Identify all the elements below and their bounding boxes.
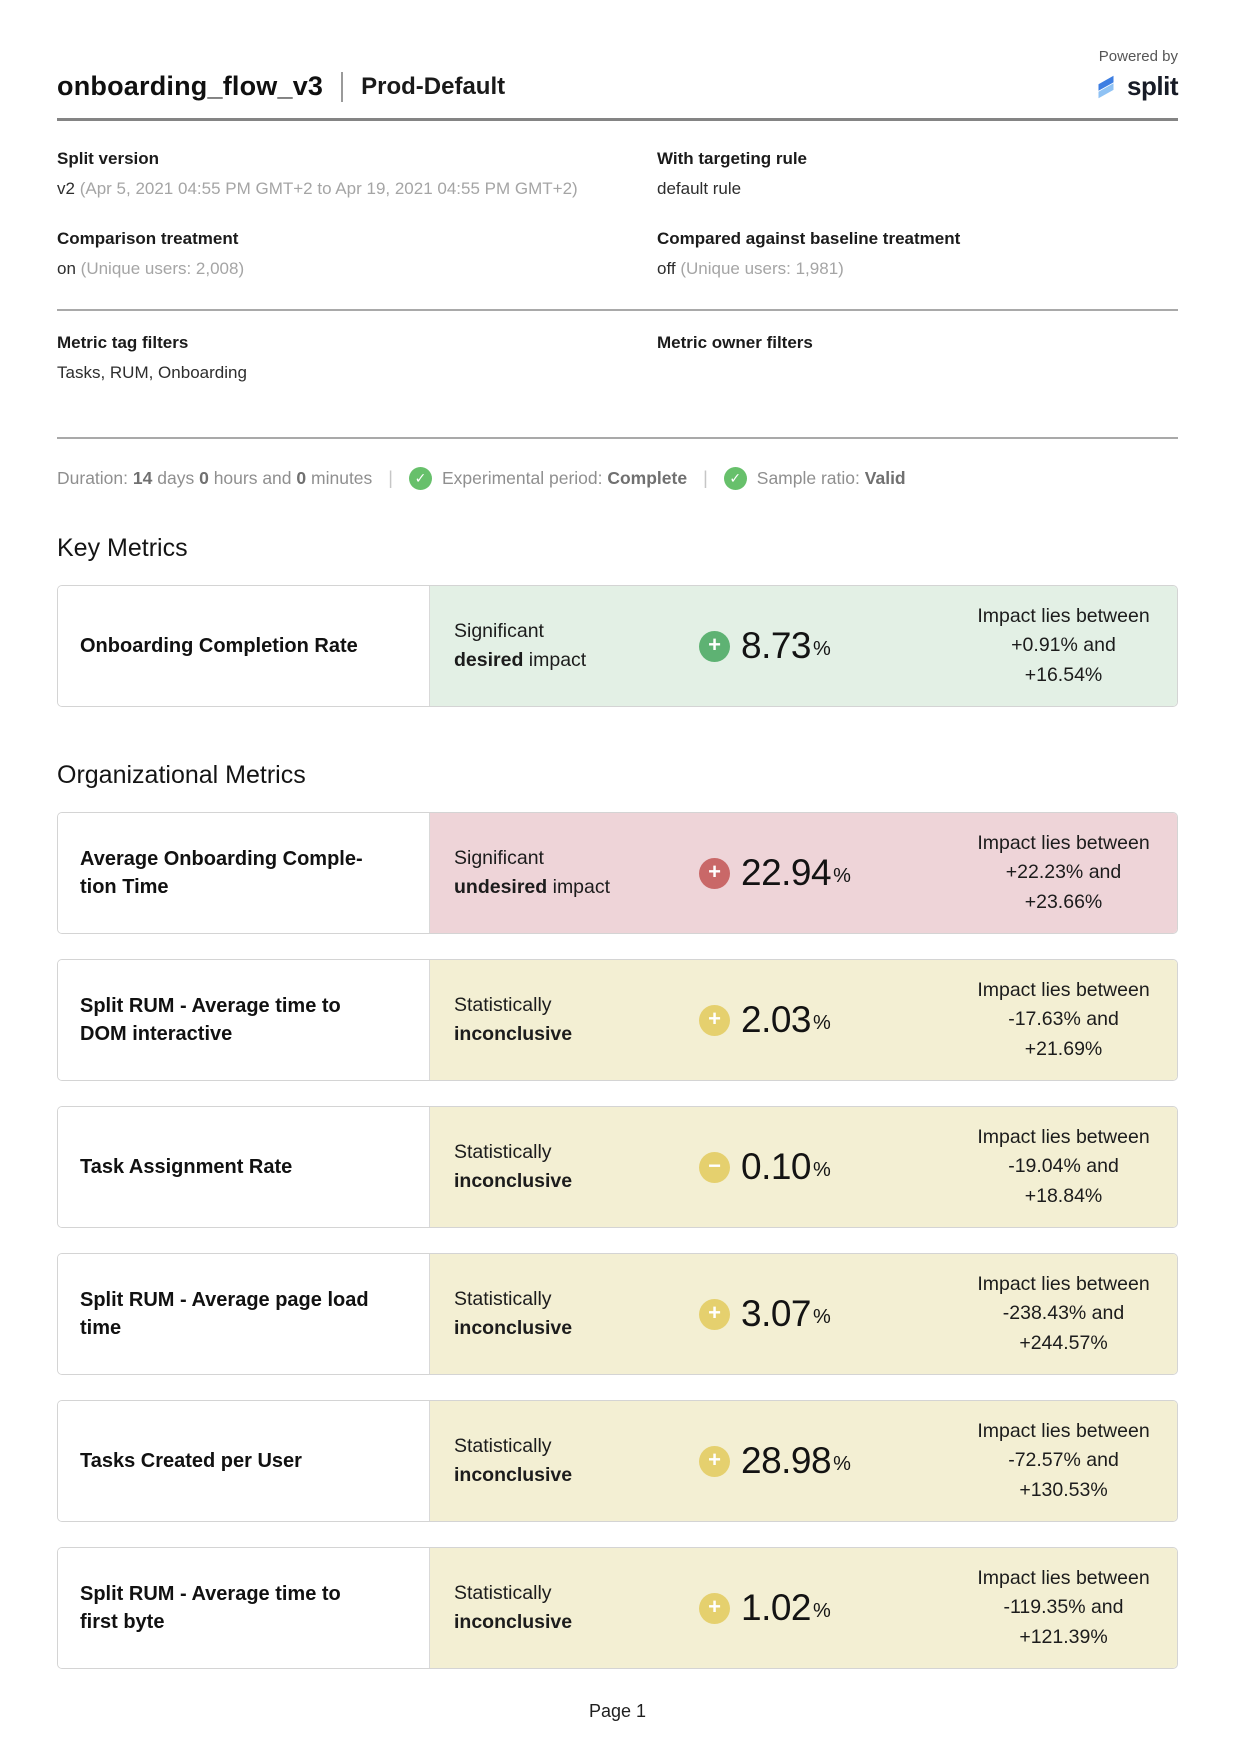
metric-impact-value: + 8.73 % (675, 625, 970, 667)
metric-result: Significant undesired impact + 22.94 % I… (430, 813, 1177, 933)
metric-significance: Statistically inconclusive (454, 1581, 573, 1633)
metric-confidence-interval: Impact lies between +0.91% and +16.54% (977, 605, 1150, 686)
metric-significance: Significant desired impact (454, 619, 587, 671)
metric-name: Onboarding Completion Rate (58, 586, 430, 706)
split-version-field: Split version v2 (Apr 5, 2021 04:55 PM G… (57, 149, 657, 199)
duration-text: Duration: 14 days 0 hours and 0 minutes (57, 468, 373, 488)
split-version-value: v2 (57, 179, 75, 198)
metric-confidence-interval: Impact lies between -119.35% and +121.39… (977, 1567, 1150, 1648)
header-divider (57, 118, 1178, 121)
metric-significance: Statistically inconclusive (454, 1140, 573, 1192)
metric-result: Statistically inconclusive − 0.10 % Impa… (430, 1107, 1177, 1227)
comparison-treatment-label: Comparison treatment (57, 229, 239, 248)
report-header: onboarding_flow_v3 Prod-Default split (57, 71, 1178, 102)
metric-name: Tasks Created per User (58, 1401, 430, 1521)
metric-name: Split RUM - Average time to first byte (58, 1548, 430, 1668)
baseline-treatment-value: off (657, 259, 676, 278)
metric-significance: Statistically inconclusive (454, 1287, 573, 1339)
metric-significance: Statistically inconclusive (454, 993, 573, 1045)
metric-name: Split RUM - Average page load time (58, 1254, 430, 1374)
metric-result: Statistically inconclusive + 2.03 % Impa… (430, 960, 1177, 1080)
title-divider (341, 71, 344, 102)
powered-by-label: Powered by (1098, 48, 1178, 65)
plus-circle-icon: + (699, 1004, 730, 1036)
metric-card-tasks-created-per-user: Tasks Created per User Statistically inc… (57, 1400, 1178, 1522)
split-version-dates: (Apr 5, 2021 04:55 PM GMT+2 to Apr 19, 2… (79, 179, 578, 198)
metric-card-onboarding-completion-rate: Onboarding Completion Rate Significant d… (57, 585, 1178, 707)
organizational-metrics-heading: Organizational Metrics (57, 761, 306, 789)
metric-owner-filters-field: Metric owner filters (657, 333, 1178, 383)
plus-circle-icon: + (699, 1592, 730, 1624)
metric-impact-value: − 0.10 % (675, 1146, 970, 1188)
targeting-rule-label: With targeting rule (657, 149, 808, 168)
split-title: onboarding_flow_v3 (57, 71, 324, 101)
minus-circle-icon: − (699, 1151, 730, 1183)
metric-confidence-interval: Impact lies between -19.04% and +18.84% (977, 1126, 1150, 1207)
metric-tag-filters-label: Metric tag filters (57, 333, 189, 352)
metric-confidence-interval: Impact lies between -72.57% and +130.53% (977, 1420, 1150, 1501)
baseline-treatment-field: Compared against baseline treatment off … (657, 229, 1178, 279)
status-separator: | (388, 468, 393, 488)
baseline-treatment-label: Compared against baseline treatment (657, 229, 961, 248)
experiment-status-bar: Duration: 14 days 0 hours and 0 minutes … (57, 467, 1178, 490)
metric-name: Split RUM - Average time to DOM interact… (58, 960, 430, 1080)
metric-result: Statistically inconclusive + 1.02 % Impa… (430, 1548, 1177, 1668)
plus-circle-icon: + (699, 630, 730, 662)
metric-result: Statistically inconclusive + 28.98 % Imp… (430, 1401, 1177, 1521)
plus-circle-icon: + (699, 1445, 730, 1477)
plus-circle-icon: + (699, 1298, 730, 1330)
split-wordmark: split (1127, 71, 1178, 101)
metric-result: Statistically inconclusive + 3.07 % Impa… (430, 1254, 1177, 1374)
comparison-treatment-users: (Unique users: 2,008) (80, 259, 245, 278)
targeting-rule-value: default rule (657, 179, 742, 198)
check-circle-icon: ✓ (408, 467, 432, 490)
metric-card-rum-dom-interactive: Split RUM - Average time to DOM interact… (57, 959, 1178, 1081)
metric-confidence-interval: Impact lies between -17.63% and +21.69% (977, 979, 1150, 1060)
sample-ratio-text: Sample ratio: Valid (756, 468, 906, 488)
experimental-period-text: Experimental period: Complete (441, 468, 688, 488)
split-version-label: Split version (57, 149, 160, 168)
metric-confidence-interval: Impact lies between -238.43% and +244.57… (977, 1273, 1150, 1354)
environment-name: Prod-Default (361, 72, 506, 100)
split-brand-logo: split (1091, 71, 1178, 102)
key-metrics-heading: Key Metrics (57, 534, 188, 562)
metric-owner-filters-label: Metric owner filters (657, 333, 813, 352)
meta-divider (57, 309, 1178, 311)
metric-confidence-interval: Impact lies between +22.23% and +23.66% (977, 832, 1150, 913)
plus-circle-icon: + (699, 857, 730, 889)
filters-divider (57, 437, 1178, 439)
metric-name: Task Assignment Rate (58, 1107, 430, 1227)
comparison-treatment-field: Comparison treatment on (Unique users: 2… (57, 229, 657, 279)
split-logo-icon (1091, 72, 1121, 102)
metric-tag-filters-value: Tasks, RUM, Onboarding (57, 363, 247, 382)
status-separator: | (703, 468, 708, 488)
page-number: Page 1 (588, 1701, 647, 1721)
metric-impact-value: + 1.02 % (675, 1587, 970, 1629)
targeting-rule-field: With targeting rule default rule (657, 149, 1178, 199)
metric-tag-filters-field: Metric tag filters Tasks, RUM, Onboardin… (57, 333, 657, 383)
metric-filters: Metric tag filters Tasks, RUM, Onboardin… (57, 333, 1178, 413)
metric-card-task-assignment-rate: Task Assignment Rate Statistically incon… (57, 1106, 1178, 1228)
metric-impact-value: + 22.94 % (675, 852, 970, 894)
metric-result: Significant desired impact + 8.73 % Impa… (430, 586, 1177, 706)
metric-card-rum-page-load-time: Split RUM - Average page load time Stati… (57, 1253, 1178, 1375)
baseline-treatment-users: (Unique users: 1,981) (680, 259, 844, 278)
check-circle-icon: ✓ (723, 467, 747, 490)
metric-name: Average Onboarding Comple- tion Time (58, 813, 430, 933)
metric-card-rum-time-to-first-byte: Split RUM - Average time to first byte S… (57, 1547, 1178, 1669)
metric-significance: Statistically inconclusive (454, 1434, 573, 1486)
metric-significance: Significant undesired impact (454, 846, 611, 898)
metric-impact-value: + 2.03 % (675, 999, 970, 1041)
metric-card-avg-onboarding-completion-time: Average Onboarding Comple- tion Time Sig… (57, 812, 1178, 934)
metric-impact-value: + 28.98 % (675, 1440, 970, 1482)
comparison-treatment-value: on (57, 259, 76, 278)
metric-impact-value: + 3.07 % (675, 1293, 970, 1335)
experiment-meta: Split version v2 (Apr 5, 2021 04:55 PM G… (57, 149, 1178, 309)
